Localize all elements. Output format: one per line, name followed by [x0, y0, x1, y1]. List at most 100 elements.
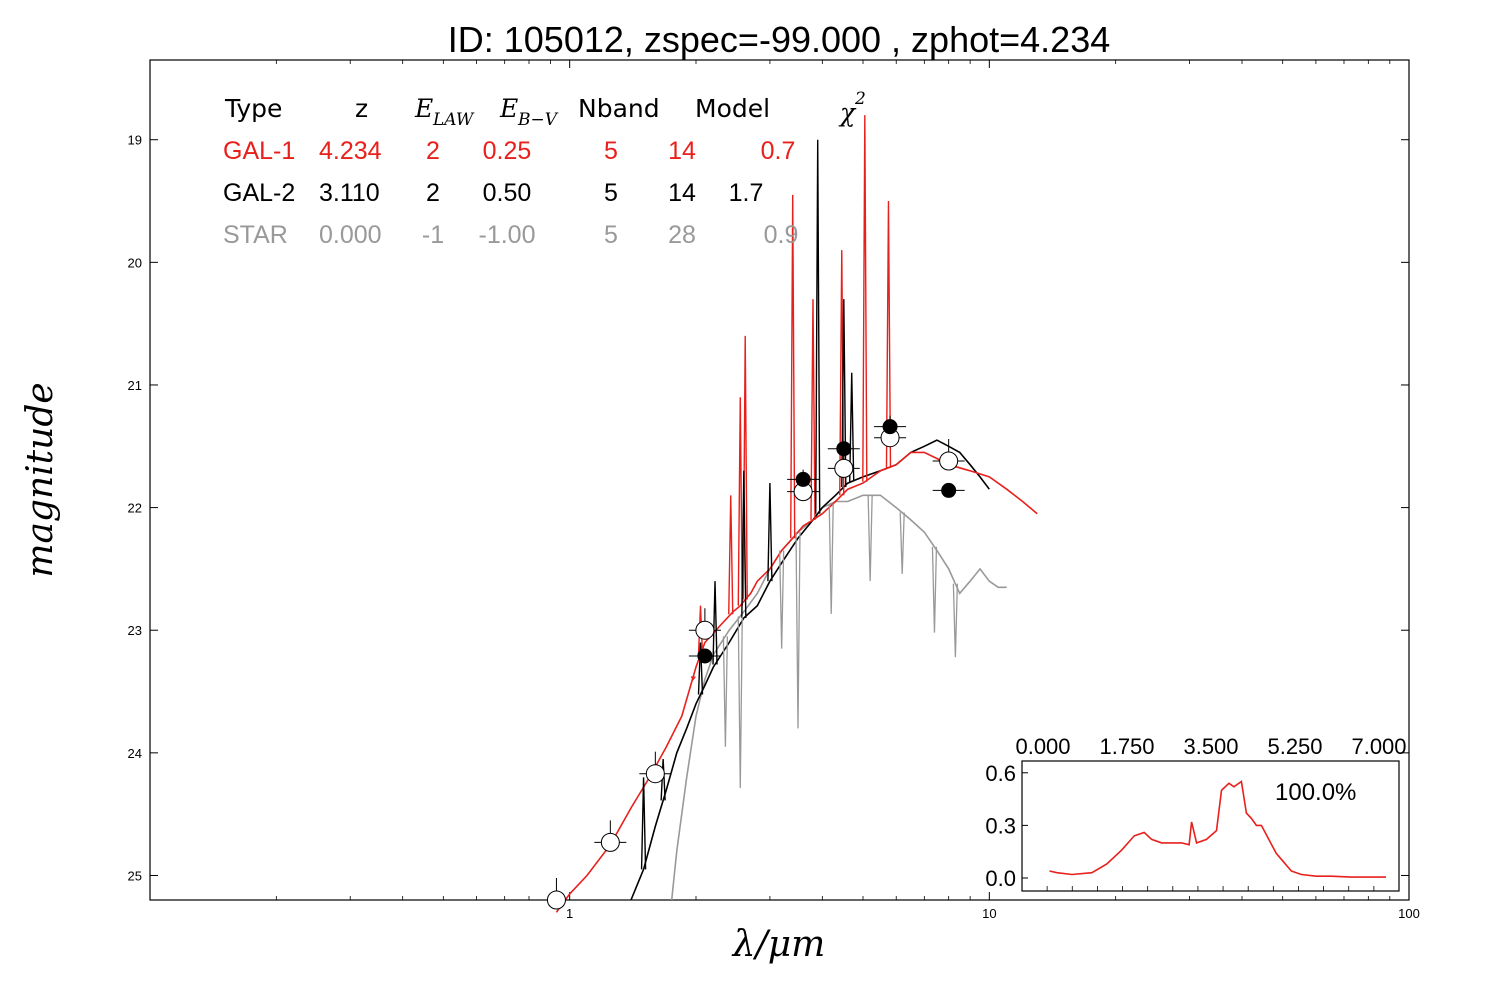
x-tick-label: 1	[566, 906, 573, 921]
model-curve-star	[670, 494, 1007, 901]
table-header-type: Type	[224, 94, 282, 123]
emission-line-gal2	[640, 777, 647, 870]
inset-curve	[1049, 780, 1386, 878]
emission-line-gal1	[737, 397, 743, 606]
observed-point-open	[645, 764, 665, 784]
inset-x-tick-label: 0.000	[1015, 734, 1070, 759]
y-axis-label: magnitude	[20, 382, 61, 577]
stellar-absorption-line	[737, 616, 743, 789]
inset-x-tick-label: 7.000	[1351, 734, 1406, 759]
model-curve-gal2	[630, 439, 990, 901]
table-cell-chi2: 1.7	[729, 179, 764, 207]
emission-line-gal1	[885, 201, 892, 468]
table-header-ebv-sub: B−V	[517, 110, 559, 130]
table-cell-nband: 5	[604, 137, 618, 165]
y-tick-label: 19	[128, 133, 142, 148]
emission-line-gal1	[810, 299, 816, 520]
observed-point-open	[695, 620, 715, 640]
y-tick-label: 22	[128, 501, 142, 516]
stellar-absorption-line	[828, 503, 834, 614]
inset-x-tick-label: 3.500	[1183, 734, 1238, 759]
x-axis-label: λ/μm	[731, 924, 825, 965]
chart-title: ID: 105012, zspec=-99.000 , zphot=4.234	[448, 19, 1110, 60]
observed-point-filled	[882, 419, 898, 435]
observed-point-filled	[941, 482, 957, 498]
table-header-nband: Nband	[578, 94, 660, 123]
model-curve-gal1	[555, 451, 1038, 913]
emission-line-gal2	[841, 299, 847, 488]
emission-line-gal1	[728, 495, 734, 615]
emission-line-gal2	[660, 758, 666, 801]
table-cell-type: GAL-2	[223, 179, 295, 207]
emission-line-gal2	[697, 642, 704, 695]
observed-point-open	[600, 832, 620, 852]
inset-frame	[1021, 760, 1400, 892]
emission-line-gal1	[862, 115, 868, 482]
table-cell-type: STAR	[223, 221, 288, 249]
inset-y-tick-label: 0.6	[985, 761, 1016, 786]
table-cell-z: 3.110	[319, 179, 380, 207]
y-tick-label: 23	[128, 623, 142, 638]
table-cell-ebv: -1.00	[479, 221, 536, 249]
table-cell-z: 0.000	[319, 221, 382, 249]
stellar-absorption-line	[867, 495, 873, 582]
inset-ticks: 0.000 1.750 3.500 5.250 7.000 0.6 0.3 0.0	[985, 734, 1407, 891]
table-header-chi2: χ	[838, 98, 857, 127]
model-curves	[555, 115, 1038, 913]
table-cell-chi2: 0.7	[761, 137, 796, 165]
stellar-absorption-line	[952, 583, 959, 658]
stellar-absorption-line	[931, 546, 938, 633]
inset-x-tick-label: 5.250	[1267, 734, 1322, 759]
inset-probability-plot: 0.000 1.750 3.500 5.250 7.000 0.6 0.3 0.0 100.0…	[985, 734, 1407, 892]
table-cell-elaw: 2	[426, 179, 440, 207]
stellar-absorption-line	[722, 636, 729, 747]
emission-line-gal2	[815, 139, 821, 514]
observed-point-filled	[795, 471, 811, 487]
table-cell-nband: 5	[604, 179, 618, 207]
table-header-elaw: E	[414, 94, 433, 123]
stellar-absorption-line	[795, 532, 801, 729]
inset-probability-curve	[1049, 780, 1386, 878]
y-tick-label: 25	[128, 868, 142, 883]
table-cell-nband: 5	[604, 221, 618, 249]
table-cell-model: 28	[668, 221, 696, 249]
y-tick-label: 20	[128, 255, 142, 270]
table-header-ebv: E	[499, 94, 518, 123]
x-tick-label: 100	[1398, 906, 1420, 921]
table-cell-ebv: 0.25	[483, 137, 532, 165]
observed-point-open	[834, 458, 854, 478]
table-cell-chi2: 0.9	[764, 221, 799, 249]
stellar-absorption-line	[899, 512, 905, 574]
emission-line-gal1	[790, 194, 796, 539]
photometry-points	[540, 415, 965, 910]
y-tick-label: 24	[128, 746, 142, 761]
observed-point-open	[546, 890, 566, 910]
table-header-z: z	[355, 94, 368, 123]
stellar-absorption-line	[779, 550, 785, 649]
table-header-elaw-sub: LAW	[432, 110, 475, 130]
emission-line-gal2	[741, 470, 747, 618]
table-cell-model: 14	[668, 137, 696, 165]
table-header-chi2-sup: 2	[854, 89, 866, 109]
emission-line-gal1	[690, 676, 696, 681]
table-cell-elaw: 2	[426, 137, 440, 165]
x-tick-label: 10	[982, 906, 996, 921]
inset-y-tick-label: 0.0	[985, 866, 1016, 891]
inset-y-tick-label: 0.3	[985, 813, 1016, 838]
table-cell-elaw: -1	[422, 221, 444, 249]
plot-frame	[149, 59, 1410, 901]
inset-percent-label: 100.0%	[1275, 779, 1356, 806]
table-cell-z: 4.234	[319, 137, 382, 165]
table-cell-model: 14	[668, 179, 696, 207]
observed-point-open	[939, 451, 959, 471]
inset-x-tick-label: 1.750	[1099, 734, 1154, 759]
observed-point-filled	[836, 441, 852, 457]
table-header-model: Model	[695, 94, 770, 123]
table-cell-type: GAL-1	[223, 137, 295, 165]
y-tick-label: 21	[128, 378, 142, 393]
emission-line-gal2	[767, 483, 773, 582]
